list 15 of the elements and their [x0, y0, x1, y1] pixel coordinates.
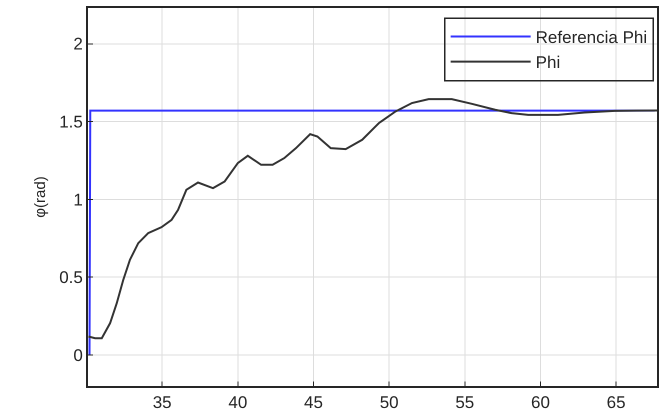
x-tick-label: 35	[152, 393, 172, 412]
x-tick-label: 65	[606, 393, 626, 412]
legend-label: Phi	[536, 53, 560, 72]
y-tick-label: 1	[73, 190, 83, 210]
legend-label: Referencia Phi	[536, 28, 648, 48]
x-tick-label: 60	[531, 393, 550, 412]
x-tick-label: 40	[228, 393, 248, 412]
y-tick-label: 2	[73, 34, 83, 54]
x-tick-label: 50	[380, 393, 399, 412]
y-axis-title: φ(rad)	[32, 176, 49, 218]
y-tick-label: 0	[73, 346, 83, 365]
x-tick-label: 55	[455, 393, 474, 412]
x-tick-label: 45	[304, 393, 323, 412]
y-tick-label: 1.5	[59, 112, 83, 132]
y-tick-label: 0.5	[59, 268, 83, 288]
